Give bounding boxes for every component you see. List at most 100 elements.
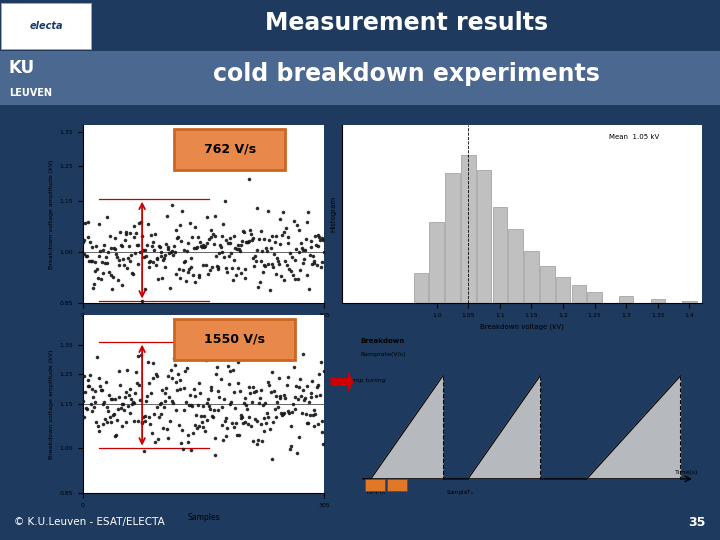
- Point: [279, 393, 291, 402]
- Point: [264, 286, 276, 294]
- FancyBboxPatch shape: [174, 129, 285, 170]
- Point: [86, 407, 98, 415]
- Bar: [572, 285, 586, 303]
- Point: [156, 410, 167, 418]
- Bar: [429, 221, 444, 303]
- Point: [266, 455, 278, 463]
- Point: [270, 392, 282, 400]
- Point: [300, 394, 311, 403]
- Point: [275, 409, 287, 417]
- Point: [122, 264, 133, 272]
- Point: [187, 429, 199, 437]
- Point: [282, 233, 294, 241]
- Point: [145, 420, 156, 428]
- Point: [262, 377, 274, 386]
- Text: $T_{00}$+$T_{r1}$: $T_{00}$+$T_{r1}$: [365, 488, 387, 497]
- Point: [159, 397, 171, 406]
- Point: [162, 244, 174, 253]
- Point: [99, 398, 110, 407]
- Point: [313, 232, 325, 241]
- Point: [179, 246, 190, 254]
- Point: [181, 267, 193, 276]
- Point: [261, 244, 272, 252]
- Point: [135, 218, 146, 227]
- Point: [185, 400, 197, 409]
- Text: KU: KU: [9, 59, 35, 77]
- Point: [202, 415, 213, 424]
- Point: [177, 266, 189, 275]
- Point: [192, 242, 203, 251]
- Point: [102, 418, 113, 427]
- Point: [115, 403, 127, 412]
- Point: [184, 265, 195, 273]
- Bar: [508, 229, 523, 303]
- Point: [282, 239, 293, 248]
- Point: [192, 401, 204, 410]
- Point: [174, 384, 185, 393]
- Point: [78, 372, 89, 380]
- Point: [220, 264, 232, 272]
- Point: [317, 427, 328, 436]
- Point: [138, 447, 150, 456]
- Point: [153, 275, 164, 284]
- Point: [207, 230, 219, 238]
- Point: [169, 361, 181, 369]
- Point: [259, 261, 271, 270]
- Point: [82, 375, 94, 384]
- Point: [305, 242, 317, 251]
- Point: [305, 237, 316, 245]
- Point: [310, 409, 321, 418]
- Point: [314, 235, 325, 244]
- Point: [172, 233, 184, 241]
- Bar: [619, 296, 634, 303]
- Point: [178, 406, 189, 414]
- Point: [311, 260, 323, 269]
- Point: [196, 417, 207, 426]
- Point: [156, 274, 168, 283]
- Point: [293, 226, 305, 234]
- Point: [210, 369, 222, 378]
- Point: [271, 254, 283, 262]
- Point: [140, 252, 152, 260]
- Point: [186, 254, 197, 262]
- Point: [84, 237, 96, 246]
- Point: [165, 248, 176, 256]
- Point: [249, 252, 261, 261]
- Point: [272, 256, 284, 265]
- Point: [189, 223, 200, 232]
- Point: [246, 235, 258, 244]
- Point: [264, 425, 276, 434]
- Point: [261, 408, 273, 417]
- Point: [134, 248, 145, 257]
- Point: [313, 369, 325, 378]
- Point: [138, 253, 150, 262]
- Point: [235, 241, 247, 249]
- Point: [199, 412, 210, 421]
- Point: [204, 386, 216, 395]
- Point: [220, 414, 232, 423]
- Point: [288, 217, 300, 225]
- Point: [105, 271, 117, 279]
- Point: [258, 261, 269, 269]
- Point: [163, 372, 174, 380]
- Point: [242, 420, 253, 429]
- Point: [225, 239, 236, 247]
- Point: [280, 354, 292, 362]
- Point: [315, 263, 327, 272]
- Point: [217, 247, 228, 256]
- Point: [282, 373, 294, 382]
- Point: [267, 417, 279, 426]
- Point: [289, 404, 301, 413]
- Point: [315, 358, 327, 367]
- Point: [285, 308, 297, 317]
- Point: [289, 256, 301, 265]
- Point: [108, 410, 120, 419]
- Point: [140, 285, 151, 294]
- Point: [317, 233, 328, 242]
- Point: [139, 411, 150, 420]
- Point: [113, 261, 125, 269]
- Text: cold breakdown experiments: cold breakdown experiments: [213, 62, 600, 86]
- Point: [294, 266, 306, 274]
- Point: [232, 379, 243, 388]
- Point: [164, 284, 176, 292]
